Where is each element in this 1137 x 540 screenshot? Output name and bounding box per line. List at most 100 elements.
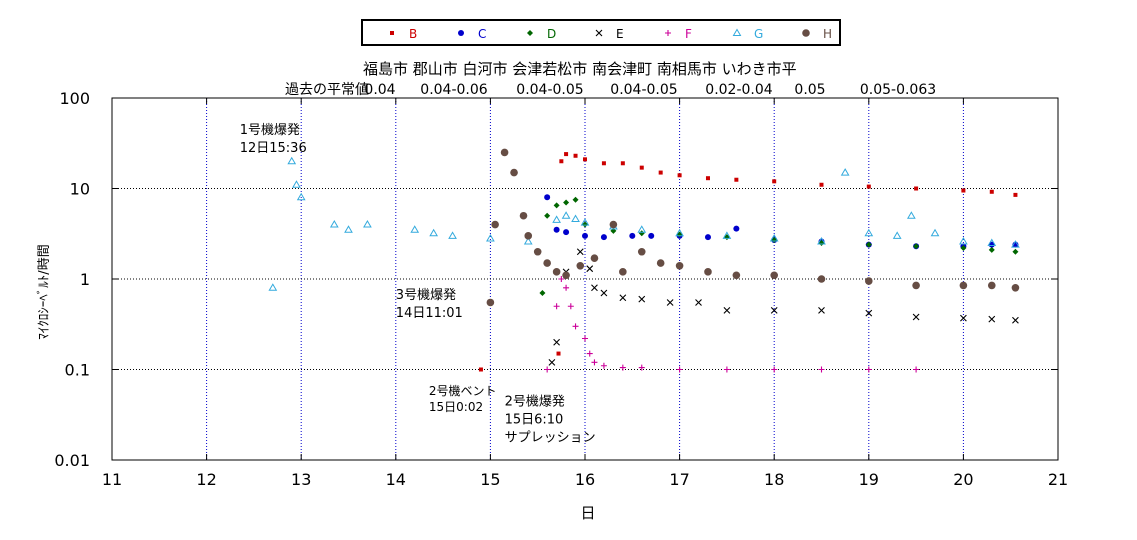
point-G [287,156,297,165]
point-G [722,231,732,239]
point-G [410,225,420,233]
point-D [638,230,645,237]
point-F [544,366,551,373]
point-H [491,220,499,229]
point-E [576,248,584,256]
y-tick-label: 10 [70,180,90,199]
legend: B C D E F G H [390,27,832,41]
point-D [582,221,588,228]
point-F [600,362,607,369]
point-F [586,350,593,357]
annotation-text: 3号機爆発 [396,288,456,303]
point-H [732,271,741,280]
point-F [558,276,565,282]
point-E [770,306,778,314]
point-E [586,265,594,273]
point-G [580,218,590,226]
point-F [638,364,645,371]
point-F [771,366,778,373]
point-B [819,182,824,187]
point-B [734,177,739,182]
point-H [817,275,826,283]
point-H [590,254,599,262]
point-G [429,228,439,237]
point-H [524,232,533,240]
point-C [988,241,995,248]
point-H [619,268,627,276]
point-G [329,220,339,228]
legend-marker-B [390,31,394,35]
point-F [582,335,588,342]
point-B [564,152,569,157]
baseline-value: 0.04-0.06 [420,82,487,98]
legend-marker-E [595,29,603,37]
annotation-text: 15日0:02 [429,400,483,414]
point-B [989,189,994,194]
y-tick-label: 1 [80,270,90,289]
point-G [571,214,580,223]
series-D [539,196,1019,297]
point-B [573,153,578,158]
point-F [676,366,683,373]
series-E [548,248,1019,366]
cities-label: 福島市 郡山市 白河市 会津若松市 南会津町 南相馬市 いわき市平 [363,60,797,78]
point-B [601,161,606,166]
point-G [930,228,940,237]
point-C [553,226,560,233]
point-B [478,367,483,372]
point-G [959,236,968,245]
point-H [533,247,542,256]
point-B [658,170,663,175]
point-D [572,196,579,203]
x-tick-label: 11 [102,470,122,489]
point-E [960,314,967,322]
point-E [723,306,731,314]
point-E [818,306,825,314]
point-G [864,228,874,237]
baseline-value: 0.05 [794,82,825,98]
point-B [961,188,966,193]
point-E [666,299,674,306]
point-B [620,161,625,166]
annotation-text: 12日15:36 [240,141,307,156]
point-G [769,234,779,242]
point-D [960,245,967,252]
series-F [544,276,920,373]
point-H [770,271,778,280]
series-B [478,152,1018,372]
point-E [695,299,702,306]
point-E [912,313,920,321]
point-F [572,323,579,330]
point-B [559,159,564,164]
point-E [600,289,608,297]
point-G [817,236,826,245]
point-F [865,366,872,373]
point-C [733,225,740,232]
legend-label-D: D [547,27,556,41]
point-D [865,241,872,248]
point-G [363,220,372,228]
point-F [913,366,920,373]
point-G [840,168,850,176]
x-tick-label: 13 [291,470,311,489]
annotation-text: 15日6:10 [505,413,564,428]
baseline-value: 0.02-0.04 [705,82,772,98]
point-H [510,168,518,177]
point-H [637,247,646,256]
legend-marker-H [802,29,810,37]
legend-label-F: F [685,27,692,41]
point-H [656,259,665,267]
point-G [906,211,916,219]
x-tick-label: 18 [764,470,784,489]
point-H [519,211,528,220]
point-B [583,157,587,162]
point-F [619,364,626,371]
baseline-values: 0.04 0.04-0.06 0.04-0.05 0.04-0.05 0.02-0.04… [364,82,936,98]
point-G [268,283,278,291]
point-G [448,231,457,239]
point-H [562,271,570,280]
point-D [988,246,995,253]
point-B [914,186,919,191]
point-E [553,338,561,346]
